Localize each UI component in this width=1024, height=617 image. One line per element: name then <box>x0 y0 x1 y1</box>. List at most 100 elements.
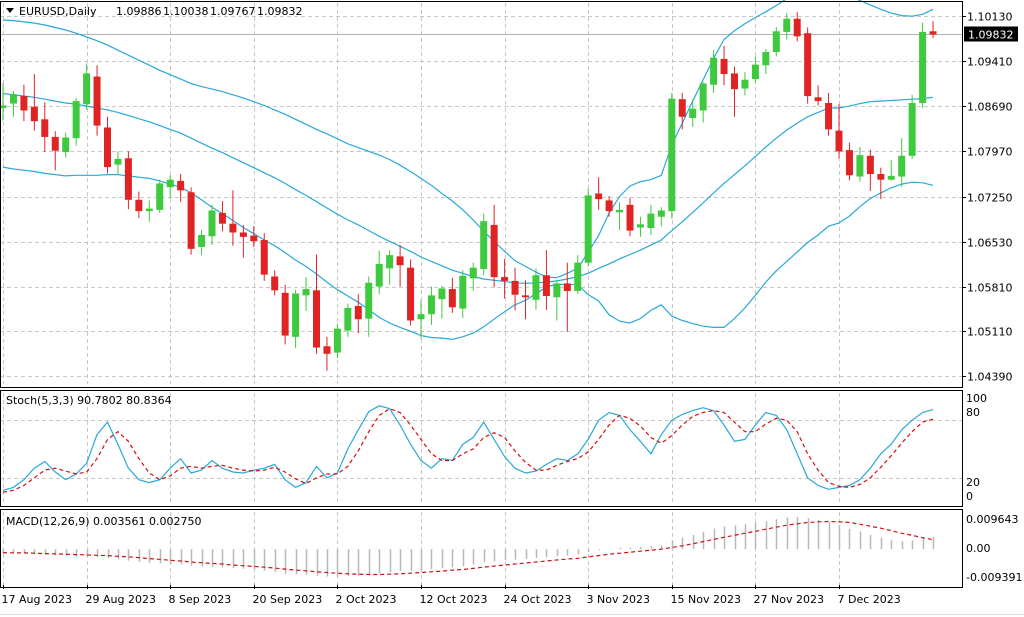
price-tick-label: 1.06530 <box>967 237 1013 250</box>
candle <box>187 187 195 255</box>
candle-body <box>62 137 70 153</box>
panel-border <box>0 509 963 588</box>
candle <box>375 250 383 295</box>
candle <box>386 250 394 285</box>
candle <box>260 233 268 281</box>
time-tick-label: 24 Oct 2023 <box>504 593 572 606</box>
candle <box>501 258 509 299</box>
candle <box>281 284 289 345</box>
candle-body <box>553 283 561 298</box>
time-tick-label: 2 Oct 2023 <box>336 593 397 606</box>
candle-body <box>678 99 686 117</box>
bollinger-bands <box>2 0 934 341</box>
candle <box>93 65 101 136</box>
candle-body <box>490 224 498 278</box>
candle-body <box>845 150 853 176</box>
candle <box>417 300 425 339</box>
bollinger-upper-line <box>2 0 934 279</box>
candle-body <box>720 58 728 75</box>
candle-body <box>574 262 582 291</box>
price-tick-label: 1.04390 <box>967 371 1013 384</box>
candle <box>929 21 937 39</box>
candle <box>198 229 206 256</box>
candle <box>250 226 258 247</box>
candle <box>793 11 801 42</box>
time-tick-label: 3 Nov 2023 <box>587 593 650 606</box>
candle-body <box>427 295 435 315</box>
candle <box>804 27 812 104</box>
candle <box>887 160 895 181</box>
candle-body <box>741 79 749 89</box>
stoch-main-line <box>2 405 934 491</box>
candle <box>469 262 477 291</box>
stoch-tick-0: 0 <box>966 490 973 503</box>
candle <box>731 66 738 117</box>
candle-body <box>135 199 143 212</box>
candle-body <box>114 158 122 165</box>
current-price-label: 1.09832 <box>968 29 1014 42</box>
stoch-axis: 100 80 20 0 <box>966 392 987 503</box>
candle <box>0 82 7 121</box>
candle <box>438 285 446 319</box>
candle <box>522 280 529 320</box>
candle-body <box>887 175 895 180</box>
open-value: 1.09886 <box>116 5 162 18</box>
candle-body <box>731 73 738 90</box>
candle <box>323 336 331 371</box>
candle-body <box>908 102 916 156</box>
candle-body <box>208 210 216 237</box>
candle <box>553 279 561 321</box>
candle-body <box>762 52 770 66</box>
candle-body <box>281 292 289 336</box>
candle <box>302 277 310 312</box>
bollinger-middle-line <box>2 92 934 285</box>
current-price-tag: 1.09832 <box>964 26 1018 42</box>
candle <box>218 201 226 232</box>
time-tick-label: 20 Sep 2023 <box>253 593 323 606</box>
candle-body <box>271 276 279 291</box>
candle <box>751 56 759 83</box>
time-tick-label: 12 Oct 2023 <box>420 593 488 606</box>
candle <box>678 92 686 130</box>
candle-body <box>793 18 801 37</box>
candle <box>584 188 592 267</box>
candle <box>856 146 864 182</box>
candle-body <box>407 267 415 321</box>
candle <box>365 276 373 337</box>
candle-body <box>313 290 320 348</box>
candle-body <box>396 256 404 266</box>
symbol-header: EURUSD,Daily 1.09886 1.10038 1.09767 1.0… <box>6 5 303 18</box>
time-tick-label: 8 Sep 2023 <box>169 593 232 606</box>
candle <box>511 267 519 311</box>
candle-body <box>250 235 258 242</box>
candle-body <box>229 223 237 233</box>
candle-body <box>448 289 456 308</box>
candle <box>407 259 415 326</box>
candle <box>825 92 833 136</box>
candle <box>396 245 404 287</box>
candle <box>83 63 91 110</box>
time-axis: 17 Aug 2023 29 Aug 2023 8 Sep 2023 20 Sep 2… <box>2 585 901 606</box>
candle-body <box>292 293 300 337</box>
candle <box>595 177 603 210</box>
candle <box>762 48 770 75</box>
high-value: 1.10038 <box>163 5 209 18</box>
candle-body <box>72 101 80 139</box>
candle-body <box>354 306 362 320</box>
candle-body <box>375 263 383 287</box>
candle <box>166 175 174 199</box>
symbol-label: EURUSD,Daily <box>19 5 97 18</box>
candle-body <box>20 96 28 111</box>
dropdown-triangle-icon[interactable] <box>6 8 14 13</box>
candle <box>427 286 435 325</box>
candle <box>20 84 28 122</box>
time-tick-label: 15 Nov 2023 <box>671 593 741 606</box>
candle <box>313 254 320 354</box>
candle <box>135 191 143 219</box>
grid-lines <box>0 3 962 585</box>
price-tick-label: 1.08690 <box>967 101 1013 114</box>
stoch-tick-100: 100 <box>966 392 987 405</box>
time-tick-label: 29 Aug 2023 <box>86 593 156 606</box>
